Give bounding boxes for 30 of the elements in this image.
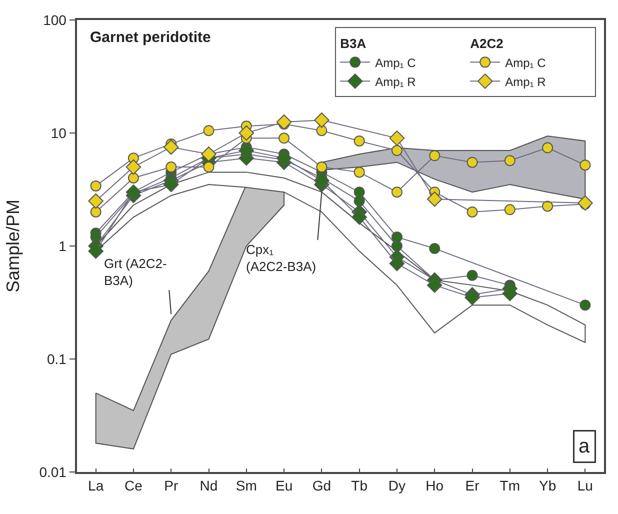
legend-label: Amp₁ C	[375, 56, 416, 70]
x-tick-label: Tm	[500, 478, 520, 494]
legend-label: Amp₁ R	[375, 74, 416, 89]
y-tick-label: 0.01	[39, 464, 67, 480]
y-tick-label: 100	[43, 12, 67, 28]
x-tick-label: Yb	[538, 478, 556, 494]
x-tick-label: Eu	[275, 478, 293, 494]
x-tick-label: Ce	[124, 478, 143, 494]
legend-label: Amp₁ R	[505, 74, 546, 89]
annotation: Cpx₁ (A2C2-B3A)	[246, 242, 316, 274]
x-tick-label: La	[88, 478, 104, 494]
x-tick-label: Lu	[577, 478, 593, 494]
x-tick-label: Gd	[312, 478, 332, 494]
x-tick-label: Nd	[200, 478, 218, 494]
annotation: Garnet peridotite	[90, 29, 211, 46]
annotation: Grt (A2C2- B3A)	[104, 256, 167, 288]
x-tick-label: Sm	[236, 478, 257, 494]
x-tick-label: Tb	[351, 478, 368, 494]
annotation: A2C2	[470, 36, 504, 51]
legend-label: Amp₁ C	[505, 56, 546, 70]
y-tick-label: 1	[58, 238, 67, 254]
y-tick-label: 0.1	[46, 350, 67, 367]
y-axis-title: Sample/PM	[2, 199, 23, 293]
x-tick-label: Ho	[426, 478, 444, 494]
y-tick-label: 10	[50, 124, 67, 141]
x-tick-label: Pr	[164, 478, 178, 494]
annotation: B3A	[340, 36, 367, 51]
x-tick-label: Er	[465, 478, 480, 494]
x-tick-label: Dy	[388, 478, 406, 494]
annotation: a	[578, 436, 590, 458]
